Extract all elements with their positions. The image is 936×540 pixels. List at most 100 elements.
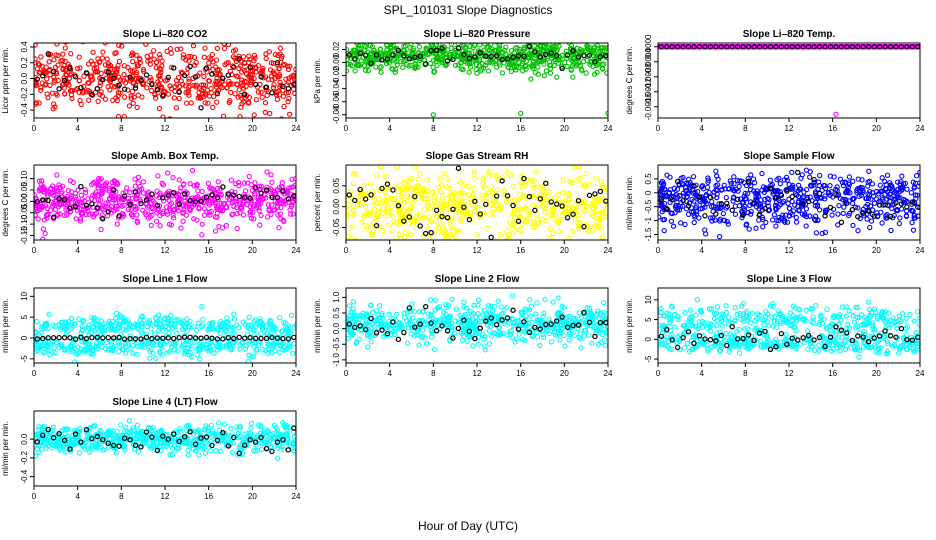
point bbox=[69, 189, 75, 195]
y-tick-label: 0.4 bbox=[20, 41, 29, 53]
point bbox=[81, 43, 84, 44]
point bbox=[505, 64, 512, 71]
point-black bbox=[417, 53, 423, 59]
point bbox=[450, 232, 457, 238]
point bbox=[272, 51, 279, 58]
point bbox=[80, 318, 86, 324]
point bbox=[659, 209, 665, 215]
point bbox=[179, 320, 186, 326]
point-black bbox=[472, 54, 478, 60]
point bbox=[147, 320, 153, 327]
point-black bbox=[493, 193, 500, 199]
point-black bbox=[110, 187, 117, 193]
point-black bbox=[357, 50, 363, 57]
point bbox=[213, 99, 220, 105]
point bbox=[441, 170, 448, 177]
point bbox=[350, 180, 357, 187]
point bbox=[912, 180, 919, 187]
point bbox=[169, 325, 175, 332]
point bbox=[773, 206, 779, 212]
point bbox=[214, 347, 220, 353]
point bbox=[530, 202, 536, 208]
point bbox=[288, 330, 294, 336]
point bbox=[526, 210, 532, 216]
point bbox=[767, 177, 774, 183]
point bbox=[34, 43, 38, 48]
point bbox=[106, 196, 113, 202]
point bbox=[544, 193, 551, 200]
point bbox=[102, 43, 108, 46]
point-black bbox=[220, 336, 226, 342]
point bbox=[59, 341, 65, 347]
point bbox=[226, 81, 233, 88]
point-black bbox=[417, 223, 423, 229]
point bbox=[178, 225, 184, 231]
point bbox=[160, 209, 166, 215]
point-black bbox=[696, 194, 703, 200]
point-black bbox=[280, 83, 286, 90]
point-black bbox=[236, 334, 242, 341]
point-black bbox=[395, 203, 402, 209]
point bbox=[522, 63, 528, 70]
point-black bbox=[40, 73, 46, 79]
point bbox=[102, 96, 109, 102]
point-black bbox=[401, 52, 407, 59]
point-black bbox=[116, 82, 122, 88]
point bbox=[458, 218, 464, 224]
point-black bbox=[553, 201, 560, 207]
point bbox=[128, 95, 134, 101]
point bbox=[105, 61, 111, 67]
point-black bbox=[800, 201, 806, 207]
point bbox=[228, 345, 235, 351]
point bbox=[670, 223, 677, 229]
point bbox=[255, 89, 262, 95]
point-black bbox=[105, 334, 111, 341]
point bbox=[415, 43, 421, 45]
point bbox=[176, 177, 182, 183]
point bbox=[241, 192, 247, 198]
y-axis-label: percent per min. bbox=[313, 174, 322, 232]
point bbox=[413, 187, 419, 194]
point bbox=[879, 220, 885, 226]
point bbox=[388, 45, 394, 52]
point bbox=[37, 69, 43, 75]
point-black bbox=[89, 92, 95, 98]
y-tick-label: 0.02 bbox=[332, 41, 341, 57]
point bbox=[158, 66, 164, 72]
point bbox=[223, 222, 229, 229]
point bbox=[888, 227, 894, 234]
point bbox=[766, 196, 772, 202]
point bbox=[80, 43, 86, 45]
point bbox=[79, 90, 86, 96]
point-black bbox=[795, 44, 801, 50]
point bbox=[392, 30, 396, 34]
point bbox=[410, 315, 416, 321]
point bbox=[81, 83, 87, 89]
point bbox=[710, 203, 717, 209]
point bbox=[216, 72, 222, 78]
point bbox=[37, 202, 44, 208]
point bbox=[720, 210, 726, 217]
point bbox=[463, 198, 469, 204]
point bbox=[197, 347, 203, 353]
point bbox=[209, 185, 215, 192]
point bbox=[395, 53, 401, 59]
point-black bbox=[422, 230, 429, 237]
point bbox=[417, 211, 423, 217]
point bbox=[182, 83, 189, 89]
point bbox=[661, 216, 668, 223]
point bbox=[786, 213, 793, 219]
point bbox=[372, 38, 376, 42]
point bbox=[904, 186, 910, 192]
point bbox=[581, 181, 587, 187]
x-tick-label: 16 bbox=[828, 124, 837, 133]
point bbox=[93, 68, 99, 75]
point bbox=[499, 43, 505, 45]
point bbox=[533, 169, 539, 175]
point bbox=[731, 181, 737, 187]
point bbox=[884, 172, 891, 178]
point-black bbox=[887, 213, 894, 220]
point-black bbox=[187, 334, 193, 340]
